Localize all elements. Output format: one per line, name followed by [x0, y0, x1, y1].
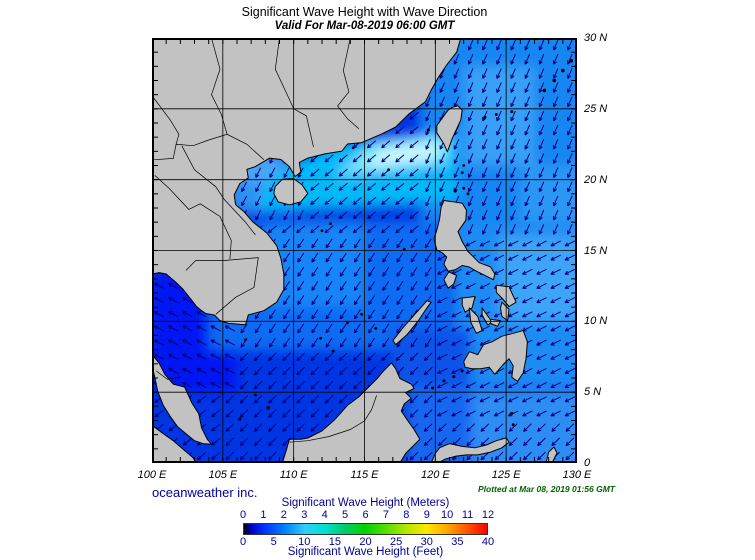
meter-tick-label: 9: [423, 509, 430, 521]
plotted-timestamp: Plotted at Mar 08, 2019 01:56 GMT: [478, 484, 615, 494]
land-negros: [468, 307, 483, 334]
land-mindoro: [443, 271, 458, 289]
meter-tick-label: 12: [481, 509, 495, 521]
meter-tick-label: 1: [260, 509, 267, 521]
meter-tick-label: 10: [441, 509, 454, 521]
lon-label: 100 E: [137, 469, 167, 481]
land-china-indochina: [152, 38, 462, 326]
land-hainan: [273, 178, 309, 206]
credit-text: oceanweather inc.: [152, 485, 258, 500]
lon-label: 105 E: [208, 469, 238, 481]
axis-tick-marks: [154, 40, 575, 461]
land-sulawesi: [430, 437, 510, 463]
meter-tick-label: 11: [461, 509, 474, 521]
colorbar-gradient: [243, 523, 488, 535]
meter-tick-label: 6: [362, 509, 369, 521]
colorbar-title-meters: Significant Wave Height (Meters): [281, 497, 450, 509]
lon-label: 120 E: [420, 469, 450, 481]
lon-label: 110 E: [279, 469, 308, 481]
colorbar-title-feet: Significant Wave Height (Feet): [287, 546, 444, 558]
page-title: Significant Wave Height with Wave Direct…: [241, 5, 488, 19]
land-leyte: [500, 301, 510, 322]
map-canvas: [152, 38, 577, 463]
lon-label: 125 E: [491, 469, 521, 481]
valid-time-subtitle: Valid For Mar-08-2019 06:00 GMT: [274, 20, 455, 32]
feet-tick-label: 0: [239, 536, 247, 548]
feet-tick-label: 40: [481, 536, 495, 548]
land-panay: [461, 296, 476, 313]
meter-tick-label: 7: [382, 509, 389, 521]
land-cebu: [481, 307, 493, 326]
land-luzon: [433, 200, 496, 281]
feet-tick-label: 10: [298, 536, 311, 548]
land-borneo: [281, 362, 421, 463]
map-frame: [152, 38, 577, 463]
feet-tick-label: 30: [420, 536, 433, 548]
lat-label: 15 N: [584, 244, 608, 257]
meter-tick-label: 4: [321, 509, 328, 521]
meter-tick-label: 3: [301, 509, 308, 521]
meter-tick-label: 8: [403, 509, 410, 521]
land-malay-peninsula: [152, 354, 212, 445]
land-mindanao: [463, 330, 528, 382]
lat-label: 10 N: [584, 315, 608, 328]
graticule-gridlines: [152, 38, 577, 463]
small-islands: [238, 58, 574, 427]
lon-label: 130 E: [562, 469, 592, 481]
lat-label: 30 N: [584, 32, 608, 44]
lon-label: 115 E: [350, 469, 379, 481]
land-palawan: [392, 300, 432, 346]
meter-tick-label: 0: [239, 509, 247, 521]
lat-label: 5 N: [584, 386, 602, 399]
lat-label: 20 N: [584, 173, 608, 186]
meter-tick-label: 2: [280, 509, 287, 521]
feet-tick-label: 15: [328, 536, 341, 548]
feet-tick-label: 5: [270, 536, 277, 548]
land-sumatra: [152, 424, 197, 463]
land-masses: [152, 38, 558, 463]
feet-tick-label: 35: [451, 536, 464, 548]
feet-tick-label: 20: [359, 536, 372, 548]
lat-label: 0: [584, 457, 591, 469]
feet-tick-label: 25: [390, 536, 403, 548]
lat-label: 25 N: [584, 102, 608, 115]
meter-tick-label: 5: [342, 509, 349, 521]
